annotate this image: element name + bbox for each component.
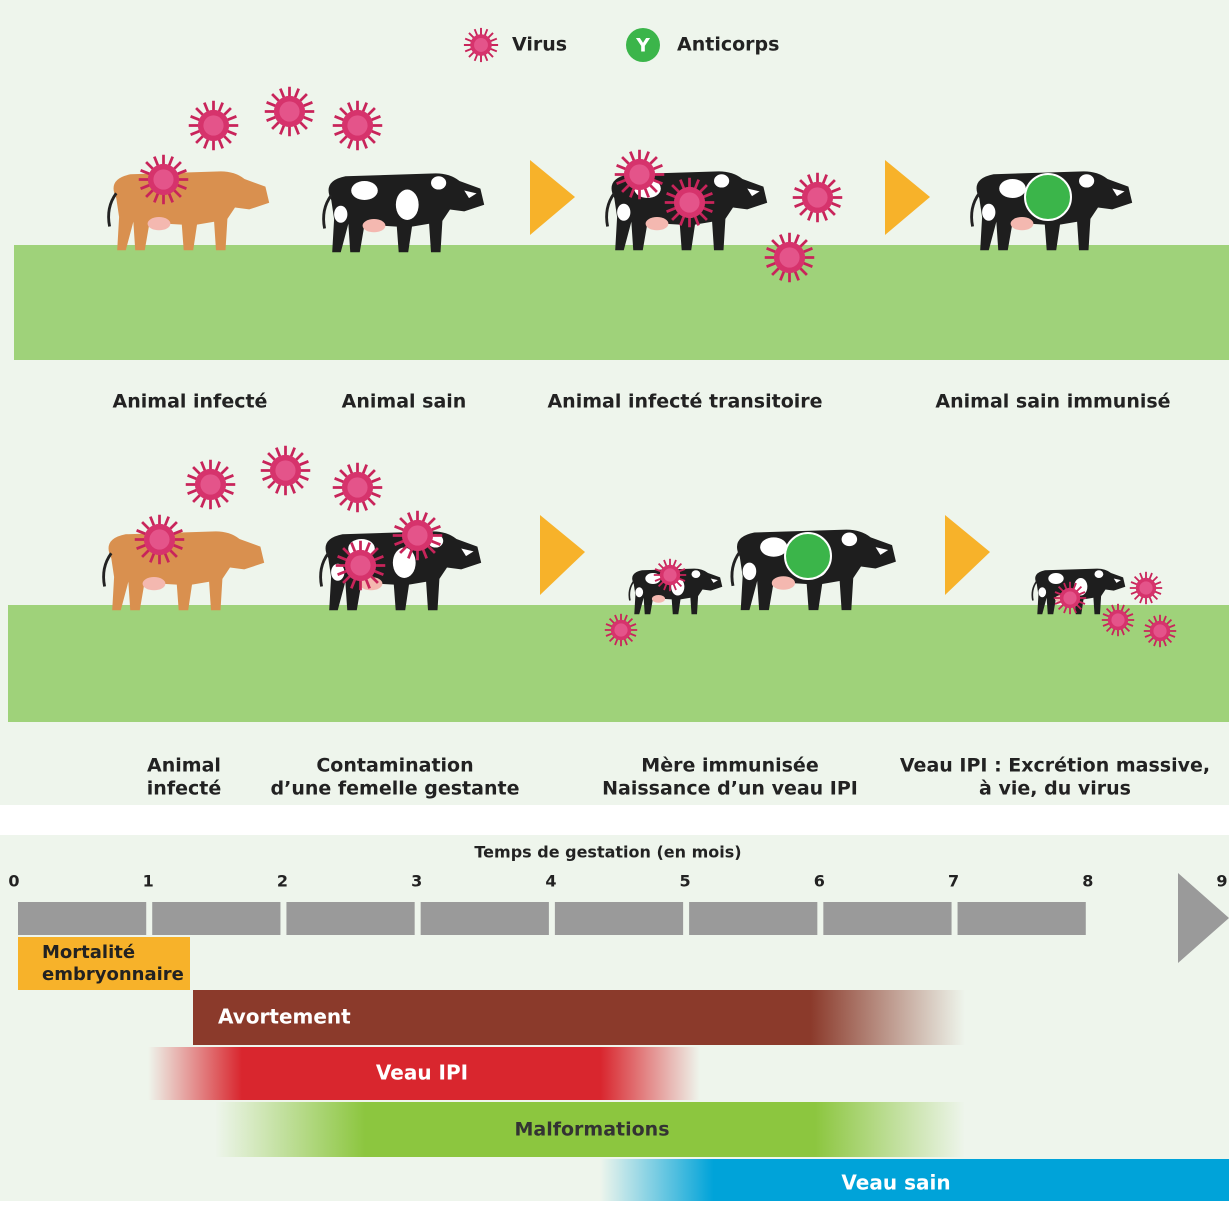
- axis-segment: [152, 902, 280, 935]
- antibody-symbol: Y: [635, 35, 650, 57]
- scene-label: Animal sain immunisé: [935, 391, 1170, 413]
- tick-label: 6: [814, 872, 825, 891]
- bar-label: Malformations: [514, 1119, 669, 1141]
- axis-segment: [958, 902, 1086, 935]
- scene-label: Contamination: [316, 755, 473, 777]
- tick-label: 1: [143, 872, 154, 891]
- tick-label: 4: [545, 872, 556, 891]
- axis-segment: [823, 902, 951, 935]
- scene-label: d’une femelle gestante: [271, 778, 520, 800]
- bar-label: Mortalité: [42, 942, 135, 963]
- antibody: [1025, 174, 1071, 220]
- tick-label: 9: [1216, 872, 1227, 891]
- scene-label: Naissance d’un veau IPI: [602, 778, 858, 800]
- tick-label: 7: [948, 872, 959, 891]
- tick-label: 3: [411, 872, 422, 891]
- timeline-title: Temps de gestation (en mois): [474, 843, 741, 862]
- separator: [0, 805, 1229, 835]
- bar-label: embryonnaire: [42, 964, 184, 985]
- grass: [14, 245, 1229, 360]
- bar-label: Avortement: [218, 1005, 351, 1029]
- scene-label: infecté: [147, 778, 221, 800]
- scene-label: Animal: [147, 755, 221, 777]
- axis-segment: [18, 902, 146, 935]
- scene-label: Veau IPI : Excrétion massive,: [900, 755, 1210, 777]
- bar-label: Veau IPI: [376, 1061, 468, 1085]
- scene-label: Animal infecté: [113, 391, 268, 413]
- tick-label: 8: [1082, 872, 1093, 891]
- axis-segment: [286, 902, 414, 935]
- virus-icon: [464, 28, 498, 62]
- tick-label: 5: [680, 872, 691, 891]
- scene-label: à vie, du virus: [979, 778, 1131, 800]
- axis-segment: [555, 902, 683, 935]
- legend-antibody: Anticorps: [677, 34, 779, 56]
- axis-segment: [689, 902, 817, 935]
- tick-label: 2: [277, 872, 288, 891]
- infographic: Virus Y Anticorps Animal infecté Animal …: [0, 0, 1229, 1201]
- bar-label: Veau sain: [841, 1171, 950, 1195]
- legend-virus: Virus: [512, 34, 567, 56]
- antibody: [785, 533, 831, 579]
- axis-segment: [421, 902, 549, 935]
- tick-label: 0: [8, 872, 19, 891]
- scene-label: Mère immunisée: [641, 755, 818, 777]
- scene-label: Animal sain: [342, 391, 467, 413]
- scene-label: Animal infecté transitoire: [547, 391, 822, 413]
